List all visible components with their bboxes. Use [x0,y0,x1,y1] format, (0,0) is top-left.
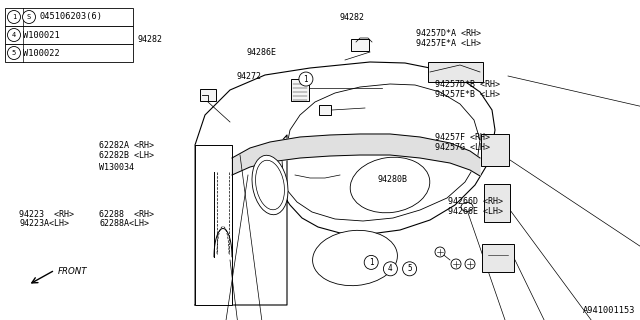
Text: 1: 1 [369,258,374,267]
Bar [482,244,514,272]
Bar [5,44,133,62]
Text: 5: 5 [12,50,16,56]
Bar [319,105,331,115]
Bar [481,134,509,166]
Polygon shape [195,62,495,305]
Text: 4: 4 [12,32,16,38]
Text: 94257D*A <RH>: 94257D*A <RH> [416,29,481,38]
Text: 94223A<LH>: 94223A<LH> [19,220,69,228]
Circle shape [403,262,417,276]
Text: 94266E <LH>: 94266E <LH> [448,207,503,216]
Text: 94272: 94272 [237,72,262,81]
Circle shape [8,11,20,23]
Text: 1: 1 [12,14,16,20]
Circle shape [22,11,35,23]
Text: 94266D <RH>: 94266D <RH> [448,197,503,206]
Text: 94282: 94282 [339,13,364,22]
Text: W130034: W130034 [99,164,134,172]
Bar [351,39,369,51]
Circle shape [299,72,313,86]
Text: 5: 5 [407,264,412,273]
Text: 62288A<LH>: 62288A<LH> [99,220,149,228]
Text: 94282: 94282 [138,36,163,44]
Circle shape [8,28,20,42]
Ellipse shape [255,160,284,210]
Text: 94257D*B <RH>: 94257D*B <RH> [435,80,500,89]
Text: W100022: W100022 [23,49,60,58]
Ellipse shape [312,230,397,286]
Ellipse shape [252,155,288,215]
Circle shape [383,262,397,276]
Text: 94257G <LH>: 94257G <LH> [435,143,490,152]
Bar [5,26,133,44]
Polygon shape [195,145,232,305]
Text: 1: 1 [303,75,308,84]
Bar [5,8,133,26]
Text: 94286E: 94286E [246,48,276,57]
Text: S: S [27,14,31,20]
Text: 94280B: 94280B [378,175,408,184]
Text: 62282B <LH>: 62282B <LH> [99,151,154,160]
Bar [291,79,309,101]
Text: 94257F <RH>: 94257F <RH> [435,133,490,142]
Circle shape [451,259,461,269]
Bar [428,62,483,82]
Text: 4: 4 [388,264,393,273]
Circle shape [364,255,378,269]
Text: 94223  <RH>: 94223 <RH> [19,210,74,219]
Ellipse shape [461,203,473,212]
Bar [200,89,216,101]
Text: 94257E*B <LH>: 94257E*B <LH> [435,90,500,99]
Circle shape [435,247,445,257]
Text: W100021: W100021 [23,30,60,39]
Circle shape [8,46,20,60]
Text: 94257E*A <LH>: 94257E*A <LH> [416,39,481,48]
Text: A941001153: A941001153 [582,306,635,315]
Polygon shape [232,134,480,176]
Bar [484,184,510,222]
Ellipse shape [350,157,430,213]
Text: FRONT: FRONT [58,268,88,276]
Text: 62282A <RH>: 62282A <RH> [99,141,154,150]
Circle shape [465,259,475,269]
Text: 62288  <RH>: 62288 <RH> [99,210,154,219]
Text: 045106203(6): 045106203(6) [40,12,103,21]
